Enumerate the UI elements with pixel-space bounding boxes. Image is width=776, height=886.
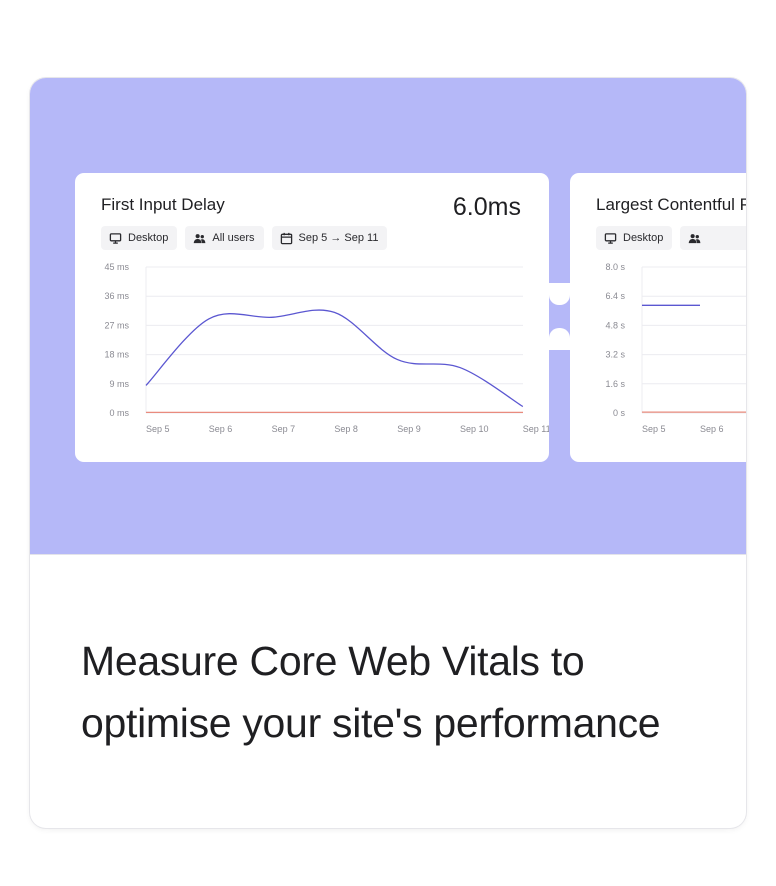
chip-label: Desktop bbox=[623, 232, 664, 244]
feature-headline: Measure Core Web Vitals to optimise your… bbox=[81, 638, 661, 746]
y-tick-label: 27 ms bbox=[104, 320, 129, 330]
x-tick-label: Sep 9 bbox=[397, 424, 421, 434]
metric-panel-fid: First Input Delay 6.0ms Desktop All user… bbox=[75, 173, 549, 462]
fid-line-chart: 45 ms 36 ms 27 ms 18 ms 9 ms 0 ms Sep 5 Sep 6 Se… bbox=[104, 262, 549, 434]
x-tick-label: Sep 11 bbox=[523, 424, 549, 434]
y-tick-label: 3.2 s bbox=[605, 350, 625, 360]
users-icon bbox=[689, 233, 701, 243]
filter-chips: Desktop All users Sep 5 → Sep 11 bbox=[101, 226, 388, 250]
x-tick-label: Sep 6 bbox=[209, 424, 233, 434]
x-tick-label: Sep 7 bbox=[272, 424, 296, 434]
panel-connector-top bbox=[549, 283, 570, 305]
y-tick-label: 9 ms bbox=[109, 379, 129, 389]
device-chip[interactable]: Desktop bbox=[101, 226, 178, 250]
chip-label: All users bbox=[212, 232, 255, 244]
date-range-chip[interactable]: Sep 5 → Sep 11 bbox=[271, 226, 388, 250]
x-tick-label: Sep 10 bbox=[460, 424, 489, 434]
filter-chips: Desktop bbox=[596, 226, 746, 250]
audience-chip[interactable] bbox=[680, 226, 746, 250]
users-icon bbox=[194, 233, 206, 243]
y-tick-label: 18 ms bbox=[104, 350, 129, 360]
y-tick-label: 4.8 s bbox=[605, 320, 625, 330]
device-chip[interactable]: Desktop bbox=[596, 226, 673, 250]
panel-value: 6.0ms bbox=[452, 193, 521, 221]
hero-illustration: First Input Delay 6.0ms Desktop All user… bbox=[30, 78, 746, 555]
panel-title: First Input Delay bbox=[101, 195, 225, 214]
panel-title: Largest Contentful Paint bbox=[596, 195, 746, 214]
chip-label: Desktop bbox=[128, 232, 169, 244]
y-tick-label: 8.0 s bbox=[605, 262, 625, 272]
x-tick-label: Sep 8 bbox=[334, 424, 358, 434]
series-line bbox=[145, 309, 524, 408]
y-tick-label: 45 ms bbox=[104, 262, 129, 272]
y-tick-label: 0 s bbox=[613, 408, 626, 418]
chip-label: Sep 5 → Sep 11 bbox=[298, 232, 379, 244]
monitor-icon bbox=[109, 232, 122, 244]
monitor-icon bbox=[604, 232, 617, 244]
audience-chip[interactable]: All users bbox=[185, 226, 264, 250]
y-tick-label: 0 ms bbox=[109, 408, 129, 418]
x-tick-label: Sep 5 bbox=[146, 424, 170, 434]
calendar-icon bbox=[280, 232, 292, 244]
feature-card: First Input Delay 6.0ms Desktop All user… bbox=[30, 78, 746, 828]
lcp-line-chart: 8.0 s 6.4 s 4.8 s 3.2 s 1.6 s 0 s Sep 5 Sep 6 bbox=[605, 262, 746, 434]
panel-connector-bottom bbox=[549, 328, 570, 350]
x-tick-label: Sep 6 bbox=[700, 424, 724, 434]
metric-panel-lcp: Largest Contentful Paint Desktop 8.0 s 6.… bbox=[570, 173, 746, 462]
y-tick-label: 36 ms bbox=[104, 291, 129, 301]
y-tick-label: 1.6 s bbox=[605, 379, 625, 389]
x-tick-label: Sep 5 bbox=[642, 424, 666, 434]
y-tick-label: 6.4 s bbox=[605, 291, 625, 301]
